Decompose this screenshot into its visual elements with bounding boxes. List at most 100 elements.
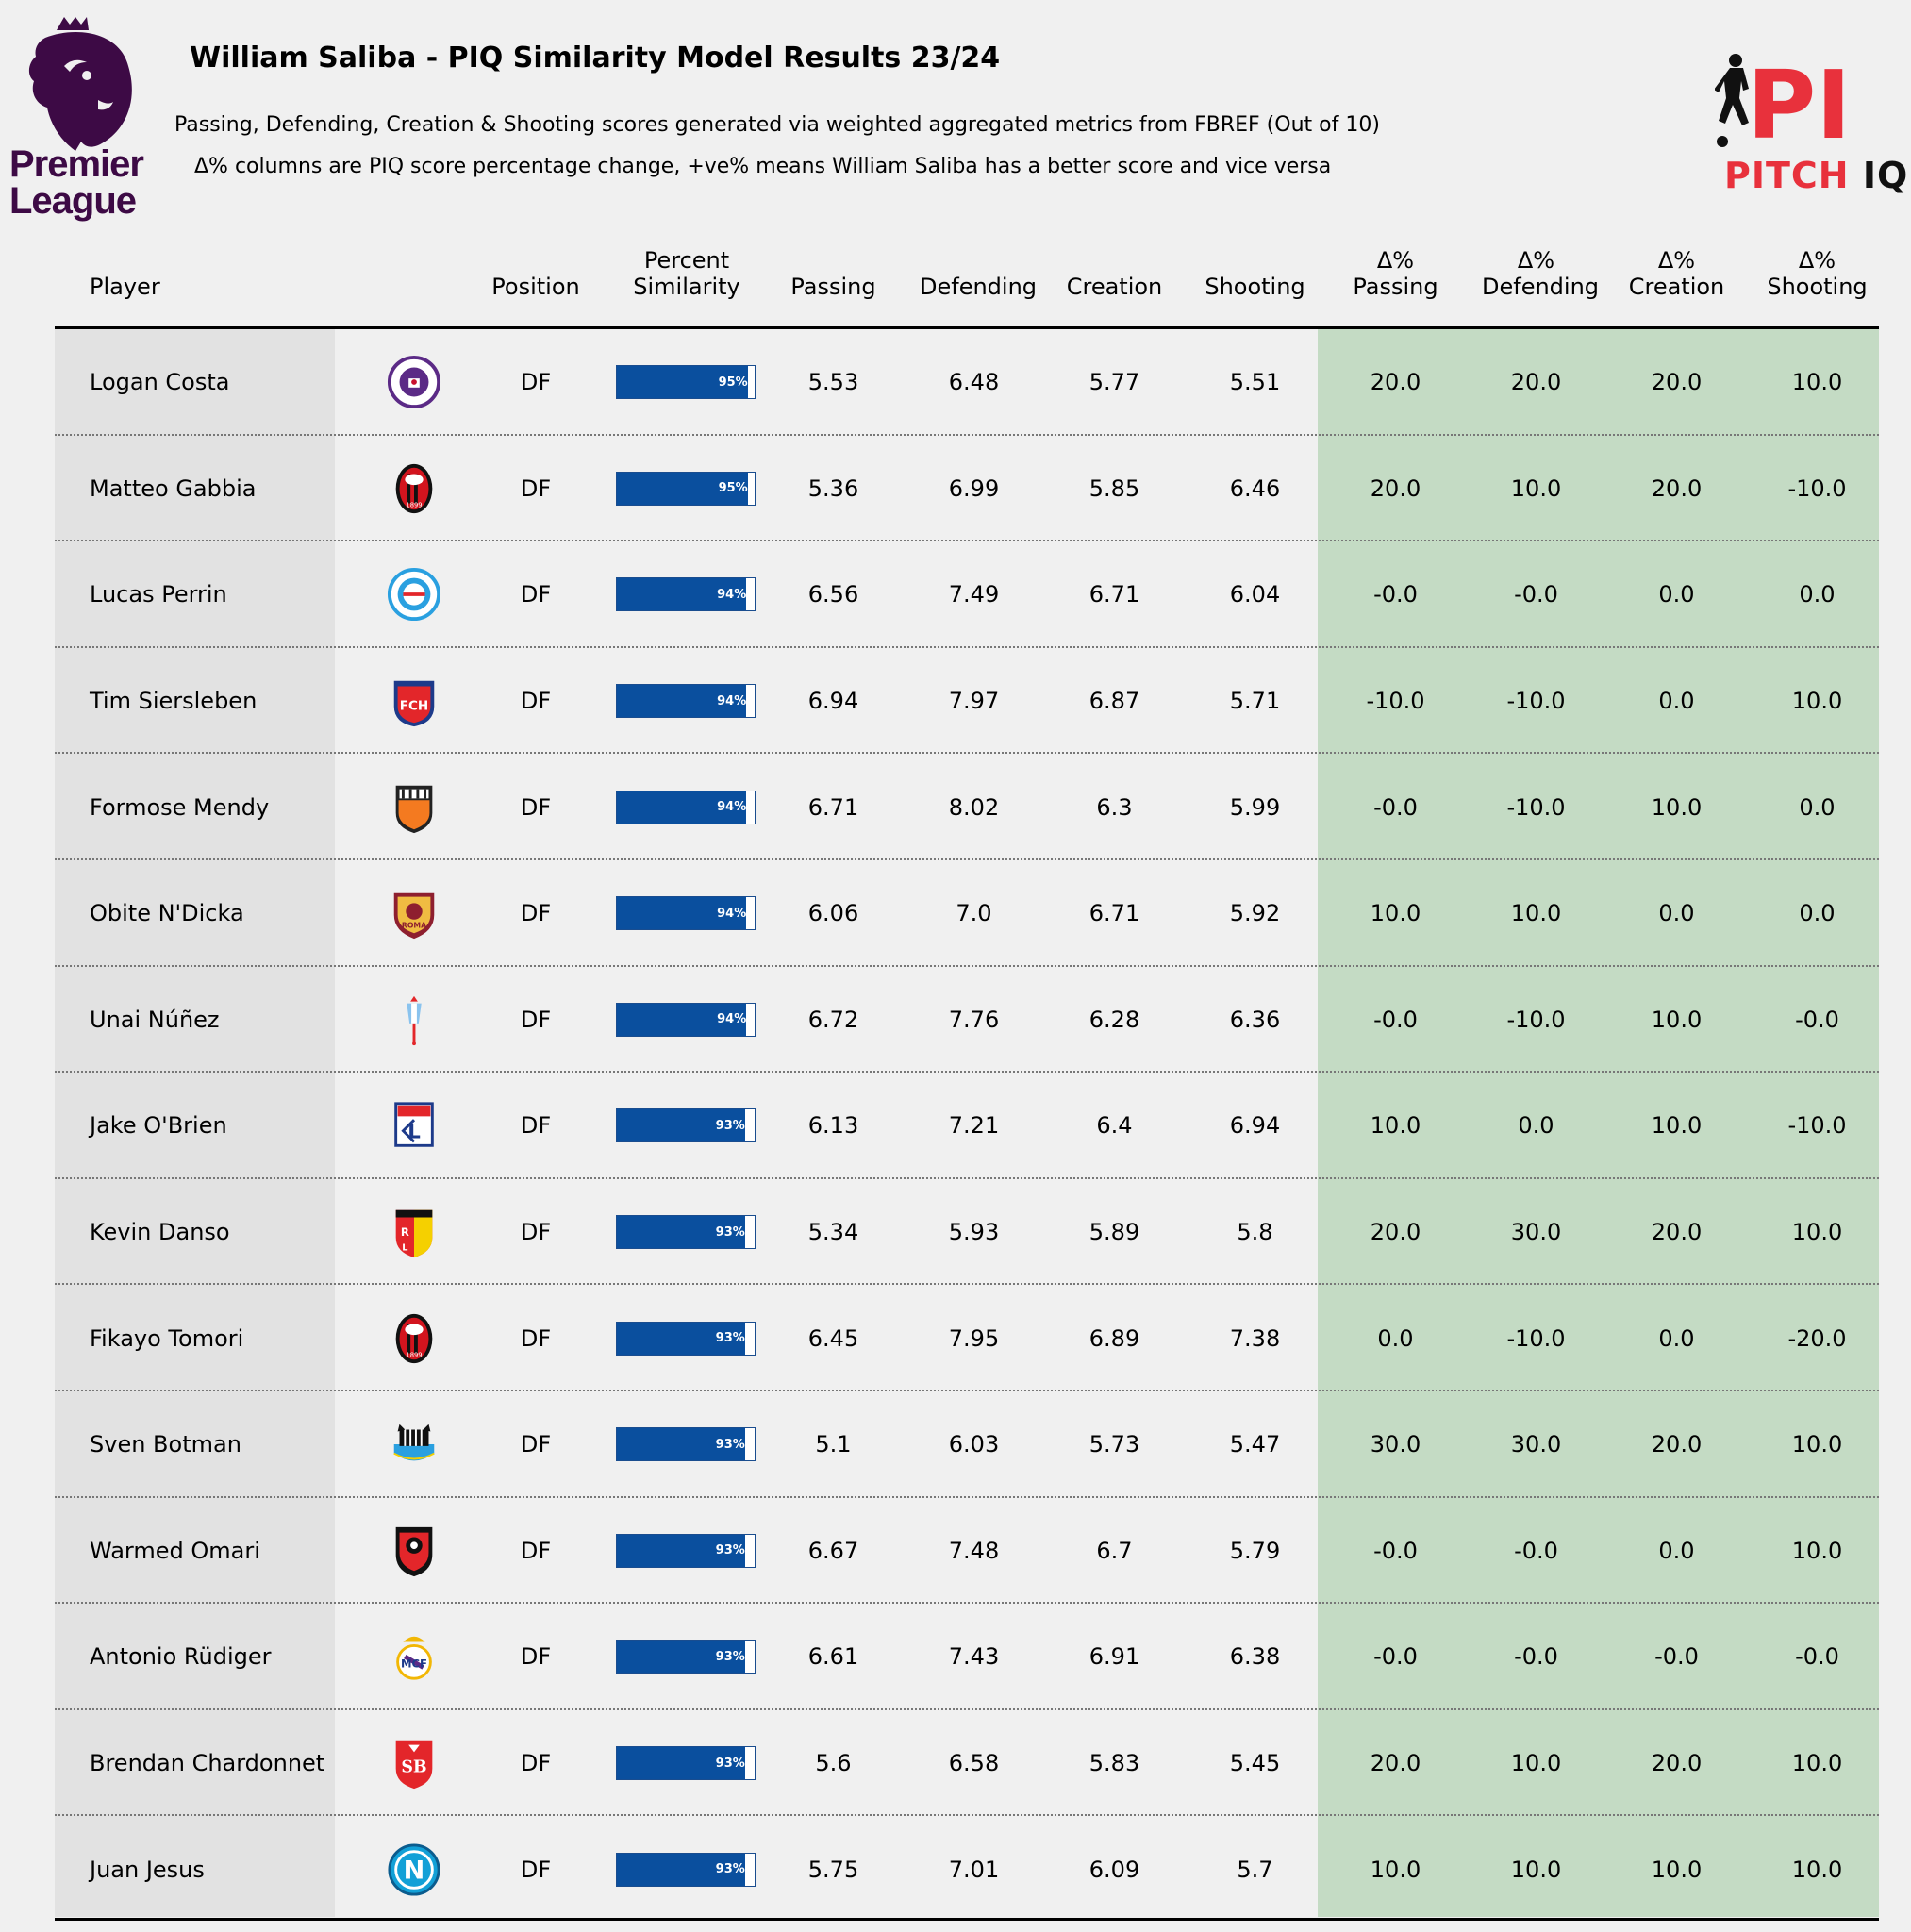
similarity-bar: 93% (616, 1215, 756, 1250)
passing-value: 5.34 (807, 1219, 859, 1246)
table-row: Logan Costa DF 95% 5.53 6.48 5.77 5.51 20.0 20.0… (55, 329, 1879, 436)
similarity-bar-cell: 93% (616, 1604, 757, 1710)
svg-text:ROMA: ROMA (402, 922, 426, 930)
similarity-bar-label: 94% (717, 693, 747, 708)
similarity-bar-label: 93% (715, 1331, 745, 1346)
player-name: Warmed Omari (90, 1537, 260, 1564)
ac-milan-crest-cell: 1899 (372, 436, 457, 542)
delta-passing-value: 10.0 (1370, 900, 1421, 927)
passing-value: 6.71 (807, 793, 859, 821)
row-separator (55, 1602, 1879, 1605)
delta-defending-value: -10.0 (1506, 688, 1566, 715)
defending-value: 7.49 (948, 581, 1000, 608)
header-delta-defending: Δ% Defending (1482, 247, 1599, 300)
similarity-bar-cell: 93% (616, 1498, 757, 1605)
delta-passing-value: -0.0 (1373, 1537, 1418, 1564)
similarity-bar-cell: 94% (616, 541, 757, 648)
defending-value: 8.02 (948, 793, 1000, 821)
position-value: DF (520, 1856, 552, 1883)
delta-defending-value: -0.0 (1514, 1537, 1558, 1564)
player-name: Obite N'Dicka (90, 900, 244, 927)
delta-passing-value: -0.0 (1373, 581, 1418, 608)
similarity-bar-label: 94% (717, 906, 747, 921)
position-value: DF (520, 1324, 552, 1352)
player-name: Antonio Rüdiger (90, 1643, 272, 1671)
passing-value: 5.53 (807, 369, 859, 396)
similarity-bar-label: 94% (717, 1012, 747, 1027)
position-value: DF (520, 1537, 552, 1564)
delta-creation-value: 0.0 (1658, 1537, 1695, 1564)
shooting-value: 5.45 (1229, 1750, 1281, 1777)
similarity-bar-cell: 94% (616, 648, 757, 755)
rennes-crest (395, 1526, 433, 1576)
svg-text:FCH: FCH (400, 699, 428, 714)
similarity-bar-label: 93% (715, 1756, 745, 1771)
creation-value: 6.71 (1088, 581, 1140, 608)
player-name: Brendan Chardonnet (90, 1750, 325, 1777)
similarity-bar-cell: 93% (616, 1073, 757, 1179)
table-row: Kevin Danso R L DF 93% 5.34 5.93 5.89 5.8 20.0 30.… (55, 1179, 1879, 1286)
similarity-bar-label: 94% (717, 800, 747, 815)
passing-value: 5.1 (815, 1431, 852, 1458)
similarity-bar-fill (617, 897, 747, 930)
subtitle-scores: Passing, Defending, Creation & Shooting … (174, 113, 1380, 137)
delta-passing-value: -0.0 (1373, 1643, 1418, 1671)
header-shooting: Shooting (1205, 274, 1305, 300)
player-name: Kevin Danso (90, 1219, 230, 1246)
table-header: Player Position Percent Similarity Passi… (55, 243, 1879, 326)
passing-value: 6.06 (807, 900, 859, 927)
delta-shooting-value: -10.0 (1787, 1112, 1847, 1140)
similarity-bar-label: 95% (718, 375, 748, 390)
similarity-bar-fill (617, 1747, 745, 1780)
similarity-bar-label: 93% (715, 1649, 745, 1664)
position-value: DF (520, 1750, 552, 1777)
delta-defending-value: 10.0 (1510, 1750, 1562, 1777)
delta-shooting-value: -20.0 (1787, 1324, 1847, 1352)
shooting-value: 5.47 (1229, 1431, 1281, 1458)
premier-league-wordmark: Premier League (9, 145, 144, 220)
similarity-bar-fill (617, 1216, 745, 1249)
defending-value: 6.03 (948, 1431, 1000, 1458)
pitch-iq-word-2: IQ (1862, 155, 1909, 196)
similarity-bar: 95% (616, 471, 756, 506)
defending-value: 7.01 (948, 1856, 1000, 1883)
page-title: William Saliba - PIQ Similarity Model Re… (190, 42, 1001, 75)
svg-text:L: L (402, 1242, 407, 1253)
similarity-bar: 93% (616, 1108, 756, 1143)
delta-defending-value: -10.0 (1506, 793, 1566, 821)
similarity-bar-fill (617, 1109, 745, 1142)
svg-text:R: R (401, 1225, 409, 1239)
svg-text:N: N (404, 1856, 425, 1885)
creation-value: 6.09 (1088, 1856, 1140, 1883)
header-delta-shooting-line-2: Shooting (1767, 274, 1868, 300)
newcastle-crest (393, 1424, 435, 1461)
delta-creation-value: 10.0 (1651, 1856, 1703, 1883)
lyon-crest: L (394, 1102, 434, 1148)
similarity-bar-cell: 95% (616, 436, 757, 542)
similarity-bar-cell: 94% (616, 967, 757, 1074)
similarity-table: Player Position Percent Similarity Passi… (55, 243, 1879, 1921)
shooting-value: 5.7 (1237, 1856, 1273, 1883)
table-row: Brendan Chardonnet SB DF 93% 5.6 6.58 5.83 5.45… (55, 1710, 1879, 1817)
defending-value: 6.99 (948, 475, 1000, 502)
passing-value: 6.45 (807, 1324, 859, 1352)
row-separator (55, 1707, 1879, 1710)
similarity-bar-label: 93% (715, 1862, 745, 1877)
similarity-bar: 94% (616, 790, 756, 824)
creation-value: 5.83 (1088, 1750, 1140, 1777)
delta-defending-value: -0.0 (1514, 1643, 1558, 1671)
delta-creation-value: -0.0 (1654, 1643, 1699, 1671)
row-separator (55, 1814, 1879, 1817)
delta-passing-value: -10.0 (1366, 688, 1425, 715)
passing-value: 5.6 (815, 1750, 852, 1777)
roma-crest: ROMA (393, 893, 435, 940)
row-separator (55, 645, 1879, 648)
row-separator (55, 1389, 1879, 1391)
player-name: Matteo Gabbia (90, 475, 257, 502)
similarity-bar: 93% (616, 1533, 756, 1568)
creation-value: 6.3 (1096, 793, 1133, 821)
player-name: Tim Siersleben (90, 688, 258, 715)
creation-value: 6.7 (1096, 1537, 1133, 1564)
shooting-value: 5.51 (1229, 369, 1281, 396)
delta-shooting-value: 0.0 (1799, 793, 1836, 821)
